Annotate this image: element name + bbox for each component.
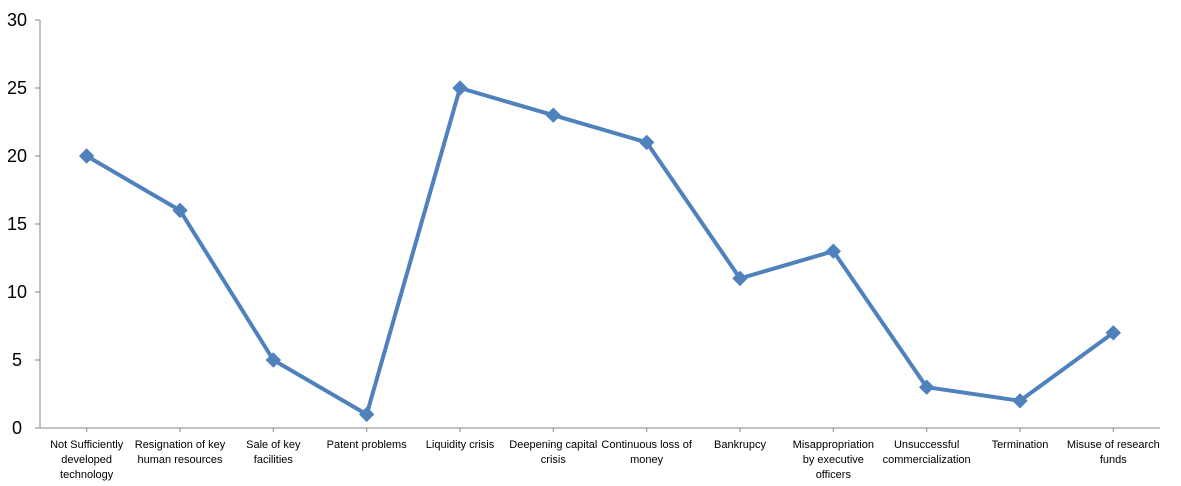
x-tick-label: Bankrupcy	[714, 439, 766, 451]
x-tick-label: Deepening capital crisis	[509, 439, 597, 466]
series	[78, 80, 1122, 423]
x-tick-label: Liquidity crisis	[426, 439, 495, 451]
y-tick-label: 15	[7, 214, 27, 234]
data-point-marker	[1012, 393, 1028, 409]
data-point-marker	[545, 107, 562, 123]
data-point-marker	[358, 406, 375, 423]
y-tick-label: 20	[7, 146, 27, 166]
data-point-marker	[825, 243, 842, 259]
x-tick-label: Patent problems	[327, 439, 408, 451]
data-point-marker	[918, 379, 935, 395]
y-tick-label: 0	[12, 418, 22, 438]
y-tick-label: 25	[7, 78, 27, 98]
x-tick-label: Continuous loss of money	[601, 439, 692, 466]
data-point-marker	[172, 202, 188, 219]
x-tick-label: Resignation of key human resources	[135, 439, 226, 466]
x-tick-label: Misappropriation by executive officers	[793, 439, 874, 481]
data-point-marker	[1105, 325, 1122, 341]
x-tick-label: Unsuccessful commercialization	[883, 439, 971, 466]
y-tick-labels: 0 5 10 15 20 25 30	[7, 10, 27, 438]
series-line	[84, 86, 1116, 417]
data-point-marker	[452, 80, 468, 96]
y-tick-label: 10	[7, 282, 27, 302]
x-tick-label: Termination	[992, 439, 1049, 451]
y-tick-label: 30	[7, 10, 27, 30]
x-tick-label: Sale of key facilities	[246, 439, 301, 466]
x-tick-label: Not Sufficiently developed technology	[50, 439, 124, 481]
x-tick-labels: Not Sufficiently developed technology Resig…	[50, 439, 1160, 481]
data-point-marker	[78, 148, 95, 164]
x-tick-label: Misuse of research funds	[1067, 439, 1160, 466]
y-tick-label: 5	[12, 350, 22, 370]
data-point-marker	[265, 352, 282, 368]
axes	[35, 19, 1160, 432]
data-point-marker	[638, 134, 655, 151]
data-point-marker	[732, 270, 748, 287]
